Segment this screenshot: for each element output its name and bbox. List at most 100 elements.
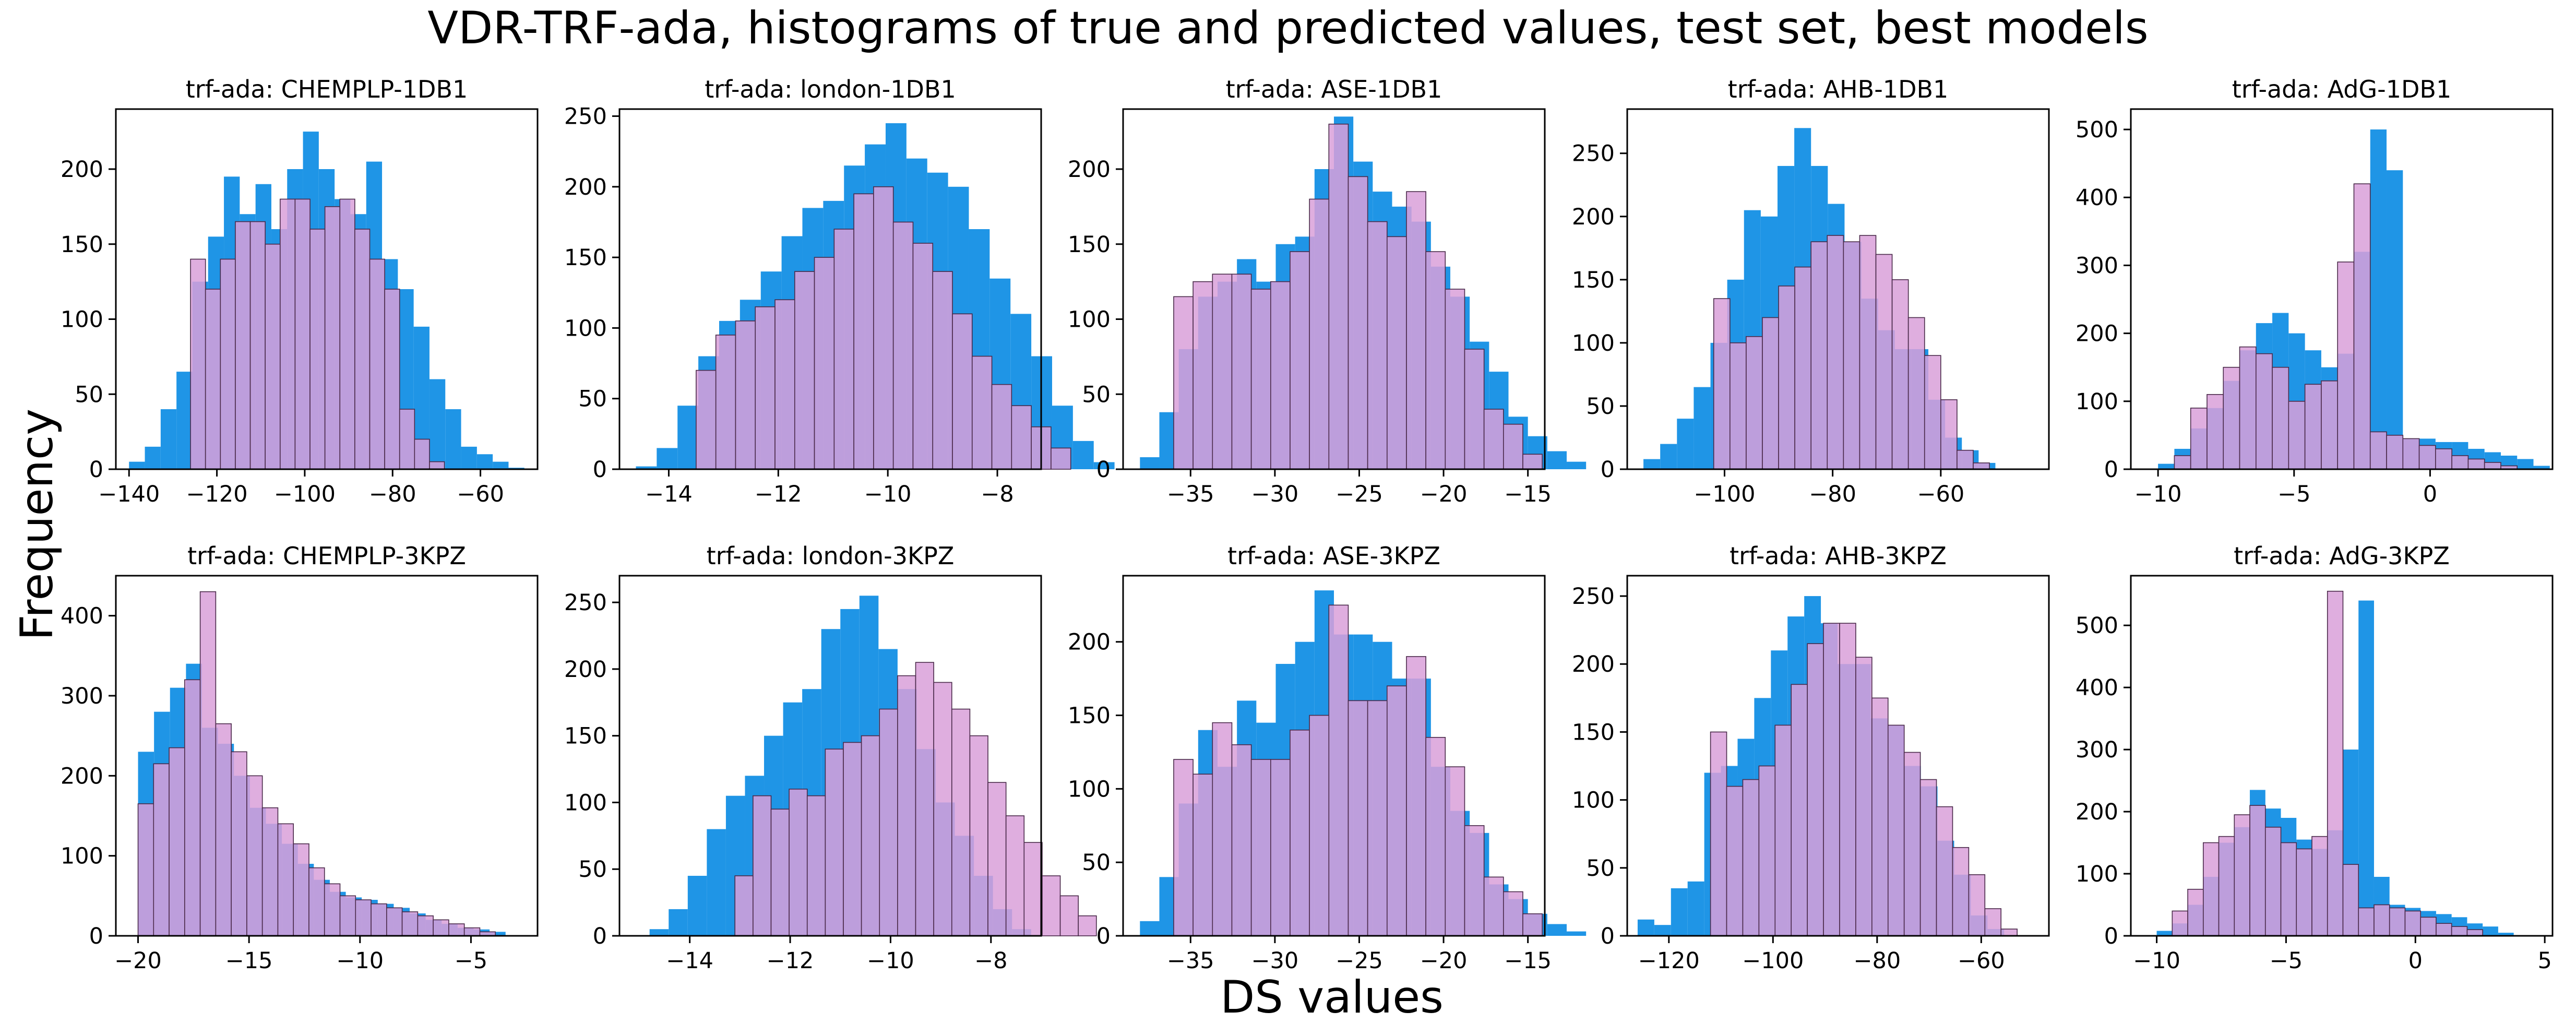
y-tick-label: 200 <box>2076 799 2118 825</box>
y-tick-label: 200 <box>564 174 607 200</box>
x-tick-label: −100 <box>1742 948 1804 974</box>
axes-frame <box>1626 575 2050 937</box>
predicted-bar <box>294 198 311 470</box>
subplot: −14 −12 −10 −8 0 50 100 150 200 250 trf-ada: londo… <box>564 75 1115 507</box>
predicted-bar <box>1425 736 1446 936</box>
predicted-bar <box>2249 805 2266 936</box>
predicted-bar <box>463 927 481 936</box>
x-tick-label: −10 <box>867 948 914 974</box>
y-tick-label: 150 <box>1068 232 1111 258</box>
x-tick-label: −100 <box>274 481 336 507</box>
predicted-bar <box>1713 298 1731 470</box>
predicted-bar <box>932 271 953 470</box>
predicted-bar <box>308 867 325 936</box>
x-tick-label: −5 <box>2270 948 2303 974</box>
subplot-title: trf-ada: AHB-1DB1 <box>1728 75 1949 103</box>
subplot: −14 −12 −10 −8 0 50 100 150 200 250 trf-ada: londo… <box>564 542 1097 974</box>
predicted-bar <box>2358 907 2375 936</box>
predicted-bar <box>2369 431 2387 470</box>
predicted-bar <box>2202 842 2220 936</box>
true-bar <box>687 876 707 936</box>
predicted-bar <box>951 708 971 936</box>
predicted-bar <box>1173 296 1194 470</box>
x-tick-label: −25 <box>1335 481 1383 507</box>
predicted-bar <box>1464 349 1485 470</box>
y-tick-label: 150 <box>1572 267 1615 293</box>
predicted-bar <box>448 923 465 936</box>
axes-frame <box>2130 575 2554 937</box>
predicted-bar <box>1406 191 1426 470</box>
predicted-bar <box>190 258 206 470</box>
predicted-bar <box>215 723 232 936</box>
x-tick-label: −25 <box>1335 948 1383 974</box>
true-bar <box>2517 459 2534 469</box>
predicted-bar <box>753 795 772 936</box>
y-tick-label: 150 <box>1068 703 1111 729</box>
y-tick-label: 150 <box>564 245 607 271</box>
x-tick-label: 0 <box>2408 948 2423 974</box>
y-tick-label: 400 <box>2076 675 2118 701</box>
x-tick-label: −80 <box>369 481 416 507</box>
predicted-bar <box>1483 876 1504 936</box>
figure-title: VDR-TRF-ada, histograms of true and pred… <box>427 2 2148 54</box>
predicted-values-series <box>1710 623 2018 936</box>
y-tick-label: 200 <box>61 157 103 183</box>
predicted-bar <box>755 306 776 470</box>
y-tick-label: 150 <box>1572 719 1615 745</box>
predicted-bar <box>1483 409 1504 470</box>
true-bar <box>2156 931 2173 936</box>
predicted-values-series <box>2174 183 2518 470</box>
predicted-bar <box>1309 198 1330 470</box>
true-bar <box>1687 881 1704 936</box>
predicted-bar <box>806 795 826 936</box>
predicted-bar <box>1367 700 1388 936</box>
true-bar <box>160 409 177 469</box>
predicted-bar <box>912 243 934 470</box>
y-tick-label: 250 <box>1572 584 1615 610</box>
true-bar <box>1694 387 1711 469</box>
x-tick-label: −20 <box>1420 948 1468 974</box>
predicted-bar <box>1936 806 1953 936</box>
predicted-bar <box>696 370 717 470</box>
predicted-bar <box>1823 623 1840 936</box>
predicted-bar <box>2207 394 2224 470</box>
predicted-bar <box>1710 731 1727 936</box>
predicted-bar <box>265 243 281 470</box>
predicted-bar <box>1742 779 1760 936</box>
predicted-bar <box>324 206 341 470</box>
predicted-bar <box>1522 454 1543 470</box>
predicted-bar <box>1919 779 1937 936</box>
y-tick-label: 200 <box>564 657 607 683</box>
predicted-bar <box>1347 176 1368 470</box>
predicted-bar <box>2327 590 2344 936</box>
predicted-bar <box>1522 913 1543 936</box>
y-tick-label: 0 <box>1096 457 1111 483</box>
y-tick-label: 400 <box>2076 185 2118 211</box>
y-tick-label: 500 <box>2076 117 2118 143</box>
x-tick-label: −5 <box>455 948 487 974</box>
predicted-bar <box>2239 346 2257 470</box>
y-tick-label: 0 <box>2104 923 2118 949</box>
predicted-bar <box>1023 842 1043 936</box>
predicted-bar <box>1758 765 1776 936</box>
y-tick-label: 250 <box>564 104 607 130</box>
y-tick-label: 150 <box>564 723 607 750</box>
predicted-bar <box>969 735 988 936</box>
predicted-bar <box>1875 254 1893 470</box>
x-tick-label: 5 <box>2537 948 2551 974</box>
true-bar <box>445 409 461 469</box>
predicted-values-series <box>696 186 1071 470</box>
predicted-bar <box>2389 907 2406 936</box>
predicted-bar <box>2000 929 2018 936</box>
x-tick-label: −15 <box>1504 481 1552 507</box>
predicted-bar <box>1406 656 1426 936</box>
true-bar <box>1140 457 1160 469</box>
predicted-bar <box>2484 462 2501 470</box>
predicted-bar <box>1746 336 1763 470</box>
predicted-bar <box>371 903 387 936</box>
predicted-bar <box>1855 657 1873 936</box>
predicted-bar <box>1503 423 1523 470</box>
predicted-bar <box>1425 251 1446 470</box>
